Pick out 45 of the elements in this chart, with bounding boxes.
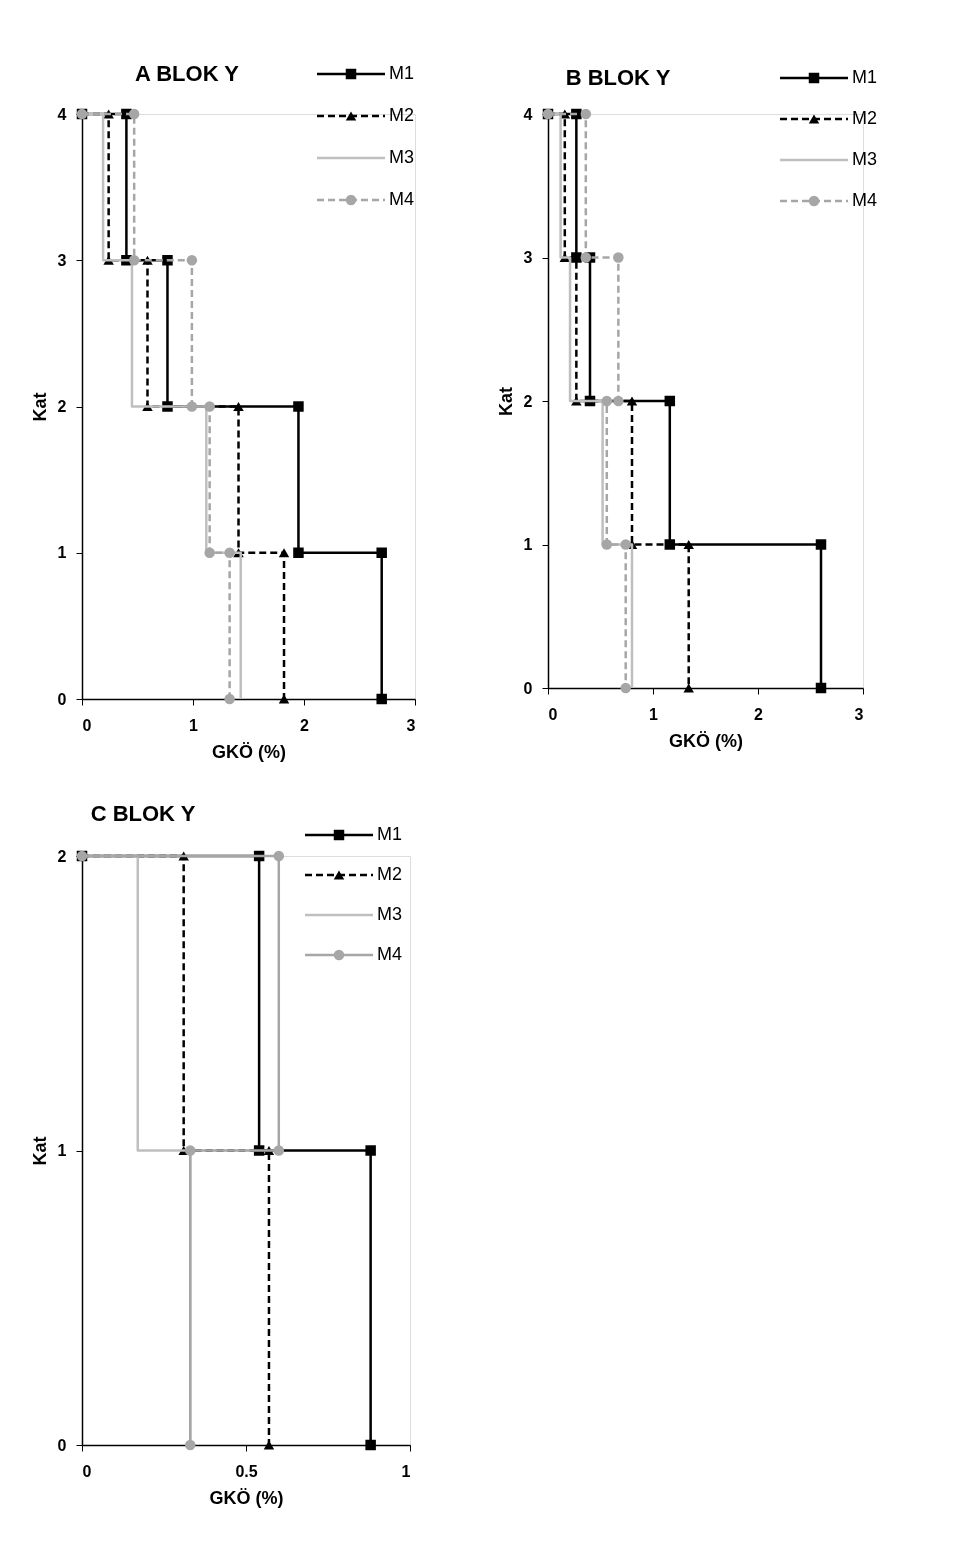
legend-label: M3 xyxy=(377,904,403,924)
chart-title: B BLOK Y xyxy=(565,65,671,90)
legend-label: M2 xyxy=(389,105,415,125)
x-tick-label: 1 xyxy=(401,1462,411,1480)
y-tick-label: 2 xyxy=(523,392,533,410)
x-tick-label: 2 xyxy=(300,716,310,734)
y-tick-label: 4 xyxy=(523,105,533,123)
y-axis-title: Kat xyxy=(29,392,50,422)
chart-title: A BLOK Y xyxy=(135,61,240,86)
x-tick-label: 2 xyxy=(754,705,764,723)
x-axis-title: GKÖ (%) xyxy=(209,1487,284,1508)
chart-title: C BLOK Y xyxy=(90,801,196,826)
y-axis-title: Kat xyxy=(29,1136,50,1166)
y-tick-label: 4 xyxy=(57,105,67,123)
x-axis-title: GKÖ (%) xyxy=(212,741,286,762)
legend-label: M4 xyxy=(852,190,878,210)
x-tick-label: 0 xyxy=(82,716,92,734)
legend-label: M3 xyxy=(852,149,878,169)
x-tick-label: 1 xyxy=(189,716,199,734)
x-tick-label: 3 xyxy=(406,716,416,734)
x-tick-label: 3 xyxy=(854,705,864,723)
y-tick-label: 1 xyxy=(57,544,67,562)
y-tick-label: 2 xyxy=(57,847,67,865)
y-tick-label: 0 xyxy=(523,679,533,697)
x-tick-label: 1 xyxy=(649,705,659,723)
y-tick-label: 0 xyxy=(57,1436,67,1454)
x-tick-label: 0.5 xyxy=(235,1462,258,1480)
y-tick-label: 2 xyxy=(57,398,67,415)
y-tick-label: 1 xyxy=(57,1142,67,1159)
legend-label: M4 xyxy=(389,189,415,209)
y-axis-title: Kat xyxy=(495,386,516,417)
y-tick-label: 3 xyxy=(57,251,67,269)
legend-label: M2 xyxy=(377,864,403,884)
legend-label: M1 xyxy=(389,63,415,83)
legend-label: M1 xyxy=(377,824,403,844)
legend-label: M1 xyxy=(852,67,878,87)
y-tick-label: 1 xyxy=(523,536,533,553)
x-axis-title: GKÖ (%) xyxy=(669,730,743,751)
y-tick-label: 0 xyxy=(57,690,67,708)
x-tick-label: 0 xyxy=(548,705,558,723)
x-tick-label: 0 xyxy=(82,1462,92,1480)
legend-label: M3 xyxy=(389,147,415,167)
y-tick-label: 3 xyxy=(523,249,533,266)
legend-label: M2 xyxy=(852,108,878,128)
legend-label: M4 xyxy=(377,944,403,964)
